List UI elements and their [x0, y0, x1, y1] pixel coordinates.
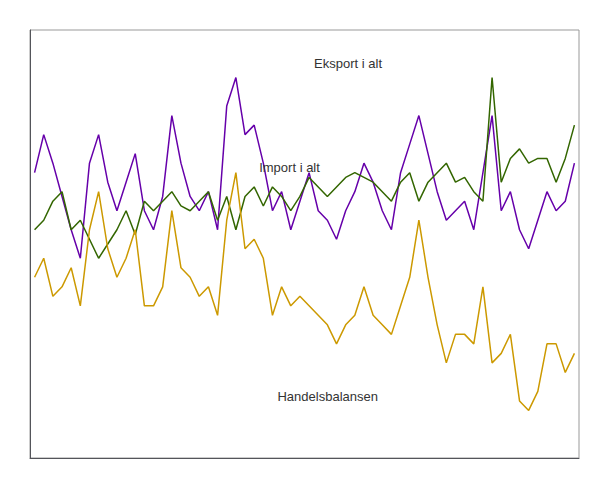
svg-text:Import i alt: Import i alt	[259, 160, 320, 175]
svg-text:Eksport i alt: Eksport i alt	[314, 56, 382, 71]
svg-text:Handelsbalansen: Handelsbalansen	[277, 389, 377, 404]
